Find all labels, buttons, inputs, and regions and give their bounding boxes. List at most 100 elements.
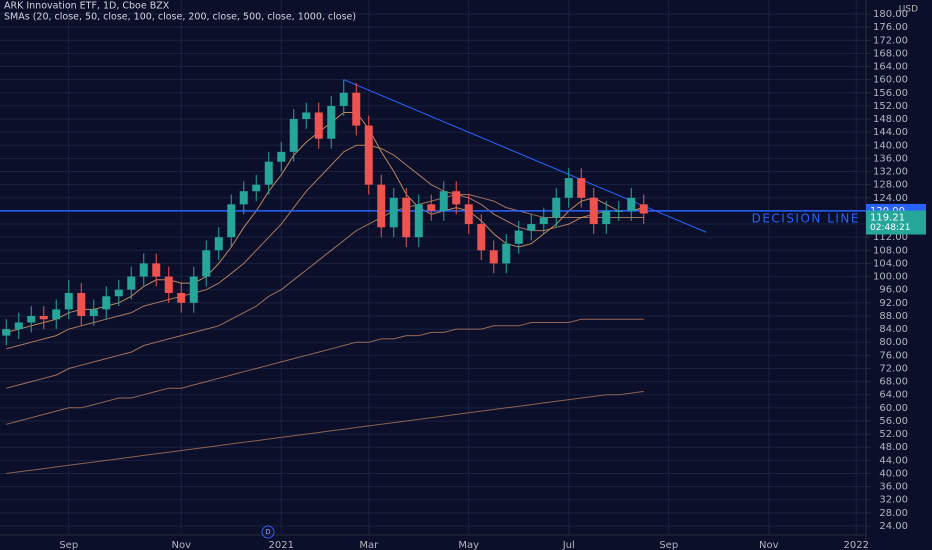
candle-body xyxy=(514,230,523,244)
y-tick-label: 144.00 xyxy=(873,127,908,138)
y-tick-label: 88.00 xyxy=(879,311,908,322)
y-tick-label: 84.00 xyxy=(879,324,908,335)
candle-body xyxy=(39,315,48,320)
sma-line xyxy=(6,144,644,350)
candle-body xyxy=(364,125,373,185)
y-tick-label: 28.00 xyxy=(879,508,908,519)
y-tick-label: 180.00 xyxy=(873,9,908,20)
y-tick-label: 136.00 xyxy=(873,153,908,164)
candle-body xyxy=(564,178,573,198)
marks xyxy=(0,79,866,474)
candle-body xyxy=(577,178,586,198)
candle-body xyxy=(252,184,261,192)
candle-body xyxy=(314,112,323,139)
sma-line xyxy=(6,390,644,474)
candle-body xyxy=(277,151,286,162)
countdown-label: 02:48:21 xyxy=(870,223,910,233)
y-tick-label: 56.00 xyxy=(879,416,908,427)
candle-body xyxy=(202,250,211,277)
y-tick-label: 48.00 xyxy=(879,442,908,453)
y-tick-label: 132.00 xyxy=(873,167,908,178)
grid xyxy=(0,0,866,535)
sma-line xyxy=(6,318,644,425)
y-tick-label: 92.00 xyxy=(879,298,908,309)
candle-body xyxy=(27,315,36,323)
y-tick-label: 40.00 xyxy=(879,468,908,479)
sma-line xyxy=(6,194,644,389)
candle-body xyxy=(114,289,123,297)
candle-body xyxy=(77,292,86,316)
y-tick-label: 76.00 xyxy=(879,350,908,361)
candle-body xyxy=(339,92,348,106)
candle-body xyxy=(602,210,611,225)
candle-body xyxy=(189,276,198,303)
y-tick-label: 100.00 xyxy=(873,272,908,283)
x-tick-label: May xyxy=(458,540,479,550)
candle-body xyxy=(289,119,298,152)
y-tick-label: 36.00 xyxy=(879,482,908,493)
x-tick-label: Nov xyxy=(759,540,779,550)
candle-body xyxy=(427,204,436,211)
candle-body xyxy=(377,184,386,228)
candle-body xyxy=(402,197,411,238)
y-tick-label: 140.00 xyxy=(873,140,908,151)
candle-body xyxy=(589,197,598,225)
candle-body xyxy=(302,112,311,120)
sma-line xyxy=(6,112,644,333)
candle-body xyxy=(152,263,161,277)
last-price-badge xyxy=(866,210,926,235)
x-tick-label: Sep xyxy=(659,540,678,550)
candle-body xyxy=(127,276,136,290)
y-tick-label: 44.00 xyxy=(879,455,908,466)
last-price-label: 119.21 xyxy=(870,213,905,224)
candle-body xyxy=(327,105,336,139)
candle-body xyxy=(264,161,273,185)
candle-body xyxy=(239,191,248,205)
x-tick-label: 2022 xyxy=(844,540,869,550)
candle-body xyxy=(352,92,361,126)
chart-title: ARK Innovation ETF, 1D, Cboe BZX xyxy=(4,1,170,12)
y-tick-label: 160.00 xyxy=(873,75,908,86)
decision-line-label: DECISION LINE xyxy=(752,211,860,225)
y-tick-label: 112.00 xyxy=(873,232,908,243)
y-tick-label: 104.00 xyxy=(873,258,908,269)
y-tick-label: 60.00 xyxy=(879,403,908,414)
chart-subtitle: SMAs (20, close, 50, close, 100, close, … xyxy=(4,12,356,23)
candle-body xyxy=(464,204,473,225)
y-tick-label: 32.00 xyxy=(879,495,908,506)
candle-body xyxy=(489,250,498,264)
candle-body xyxy=(414,204,423,238)
candle-body xyxy=(539,217,548,225)
dividend-icon[interactable] xyxy=(261,525,275,539)
candle-body xyxy=(639,204,648,214)
candle-body xyxy=(102,296,111,310)
candle-body xyxy=(2,329,11,336)
candle-body xyxy=(52,309,61,320)
y-tick-label: 168.00 xyxy=(873,48,908,59)
candle-body xyxy=(614,210,623,212)
dividend-icon-label: D xyxy=(265,528,270,536)
y-tick-label: 24.00 xyxy=(879,521,908,532)
candle-body xyxy=(214,237,223,251)
candle-body xyxy=(552,197,561,218)
y-tick-label: 72.00 xyxy=(879,363,908,374)
y-tick-label: 108.00 xyxy=(873,245,908,256)
y-tick-label: 64.00 xyxy=(879,390,908,401)
x-tick-label: Jul xyxy=(562,540,575,550)
y-tick-label: 124.00 xyxy=(873,193,908,204)
candle-body xyxy=(14,322,23,330)
x-tick-label: Sep xyxy=(59,540,78,550)
candle-body xyxy=(452,191,461,205)
y-tick-label: 172.00 xyxy=(873,35,908,46)
y-tick-label: 52.00 xyxy=(879,429,908,440)
candle-body xyxy=(389,197,398,228)
candle-body xyxy=(89,309,98,316)
candle-body xyxy=(527,224,536,231)
y-tick-label: 80.00 xyxy=(879,337,908,348)
labels: 24.00 28.00 32.00 36.00 40.00 44.00 48.00 52.00… xyxy=(59,9,926,550)
candle-body xyxy=(227,204,236,238)
y-tick-label: 156.00 xyxy=(873,88,908,99)
y-tick-label: 176.00 xyxy=(873,22,908,33)
